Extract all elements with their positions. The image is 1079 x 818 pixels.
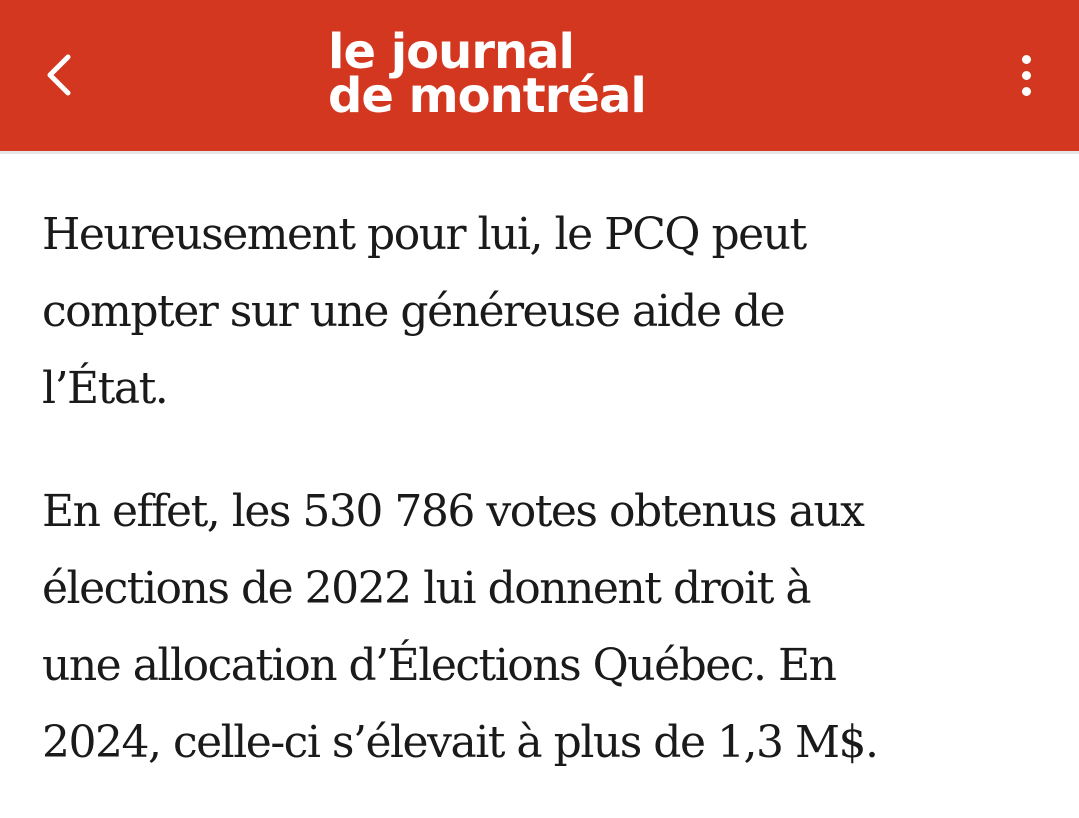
site-logo[interactable]: le journal de montréal [328,24,748,124]
paragraph-line: une allocation d’Élections Québec. En [42,640,837,691]
article-paragraph-2: En effet, les 530 786 votes obtenus aux … [42,473,1042,781]
paragraph-line: compter sur une généreuse aide de [42,286,786,337]
logo-line-2: de montréal [328,68,647,124]
logo-line-1: le journal [328,24,575,80]
paragraph-line: l’État. [42,363,169,414]
article-body: Heureusement pour lui, le PCQ peut compt… [42,196,1042,781]
back-button[interactable] [28,40,88,110]
paragraph-line: 2024, celle-ci s’élevait à plus de 1,3 M… [42,717,879,768]
paragraph-line: Heureusement pour lui, le PCQ peut [42,209,807,260]
article-paragraph-1: Heureusement pour lui, le PCQ peut compt… [42,196,1042,427]
more-vertical-icon-dot-2 [1021,70,1031,80]
paragraph-line: En effet, les 530 786 votes obtenus aux [42,486,865,537]
chevron-left-icon [42,51,74,99]
more-options-button[interactable] [1002,45,1050,105]
more-vertical-icon-dot-3 [1021,86,1031,96]
more-vertical-icon [1021,54,1031,64]
app-header: le journal de montréal [0,0,1079,154]
paragraph-line: élections de 2022 lui donnent droit à [42,563,812,614]
